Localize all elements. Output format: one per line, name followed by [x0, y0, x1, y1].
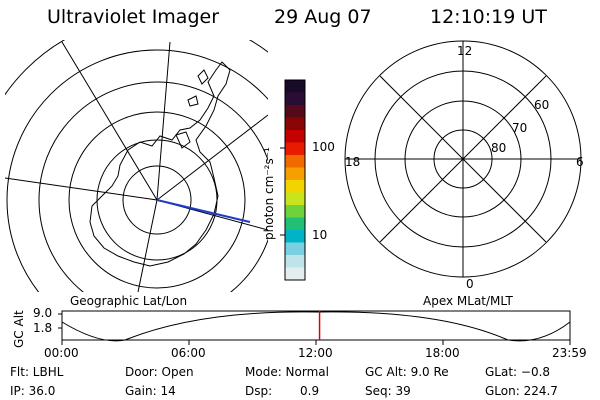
- color-bar-segment: [285, 117, 305, 131]
- timeline-xtick: 00:00: [44, 346, 79, 360]
- timeline-ylabel: GC Alt: [12, 310, 26, 348]
- altitude-timeline: [58, 310, 571, 345]
- color-bar-segment: [285, 242, 305, 256]
- timeline-xtick: 12:00: [298, 346, 333, 360]
- meridian-line: [156, 114, 268, 201]
- color-bar-segment: [285, 230, 305, 243]
- timeline-ytick: 1.8: [33, 321, 53, 335]
- mlt-label-0: 0: [466, 277, 474, 291]
- apex-map-label: Apex MLat/MLT: [423, 294, 513, 308]
- satellite-track: [156, 199, 251, 223]
- coastline: [197, 69, 209, 85]
- color-bar-segment: [285, 217, 305, 231]
- color-bar-segment: [285, 105, 305, 118]
- timeline-ytick: 9.0: [33, 306, 53, 320]
- colorbar-tick-label: 10: [312, 228, 328, 242]
- info-gain: Gain: 14: [125, 384, 176, 398]
- info-filter: Flt: LBHL: [10, 365, 64, 379]
- color-bar-segment: [285, 142, 305, 156]
- color-bar-frame: [284, 79, 306, 281]
- meridian-line: [156, 41, 171, 201]
- meridian-line: [61, 41, 158, 201]
- lat-circle: [38, 81, 268, 292]
- info-glon: GLon: 224.7: [485, 384, 558, 398]
- color-bar-segment: [285, 267, 305, 281]
- mlt-label-12: 12: [457, 44, 473, 58]
- info-seq: Seq: 39: [365, 384, 411, 398]
- color-bar-segment: [285, 155, 305, 168]
- geographic-map: [5, 40, 268, 292]
- info-dsp-value: 0.9: [300, 384, 320, 398]
- lat-circle: [6, 49, 268, 292]
- altitude-curve: [61, 311, 571, 342]
- color-bar-segment: [285, 192, 305, 206]
- lat-circle: [68, 111, 246, 289]
- meridian-line: [5, 177, 158, 201]
- info-ip: IP: 36.0: [10, 384, 56, 398]
- timeline-xtick: 18:00: [425, 346, 460, 360]
- color-bar-segment: [285, 130, 305, 143]
- date-label: 29 Aug 07: [274, 6, 372, 28]
- coastline: [175, 131, 191, 149]
- color-bar-segment: [285, 205, 305, 218]
- mlt-label-6: 6: [576, 155, 584, 169]
- colorbar-tick-label: 100: [312, 140, 335, 154]
- coastline: [89, 61, 231, 267]
- color-bar: [285, 80, 305, 281]
- info-dsp-label: Dsp:: [245, 384, 273, 398]
- mlt-line: [379, 75, 547, 243]
- mlat-label-70: 70: [512, 121, 528, 135]
- info-gc-alt: GC Alt: 9.0 Re: [365, 365, 449, 379]
- mlat-label-60: 60: [534, 98, 550, 112]
- mlt-label-18: 18: [345, 155, 361, 169]
- info-door: Door: Open: [125, 365, 194, 379]
- polar-map: [344, 40, 582, 278]
- color-bar-segment: [285, 167, 305, 181]
- colorbar-unit-label: photon cm⁻²s⁻¹: [262, 147, 276, 240]
- lat-circle: [122, 165, 192, 235]
- timeline-frame: [61, 310, 571, 341]
- info-glat: GLat: −0.8: [485, 365, 551, 379]
- color-bar-segment: [285, 92, 305, 106]
- info-mode: Mode: Normal: [245, 365, 329, 379]
- coastline: [187, 95, 199, 107]
- mlat-label-80: 80: [491, 141, 507, 155]
- instrument-title: Ultraviolet Imager: [47, 6, 220, 28]
- timeline-xtick: 06:00: [171, 346, 206, 360]
- timeline-xtick: 23:59: [552, 346, 587, 360]
- color-bar-segment: [285, 180, 305, 193]
- meridian-line: [137, 199, 158, 292]
- time-label: 12:10:19 UT: [430, 6, 547, 28]
- color-bar-segment: [285, 255, 305, 268]
- geographic-map-label: Geographic Lat/Lon: [70, 294, 188, 308]
- color-bar-segment: [285, 80, 305, 93]
